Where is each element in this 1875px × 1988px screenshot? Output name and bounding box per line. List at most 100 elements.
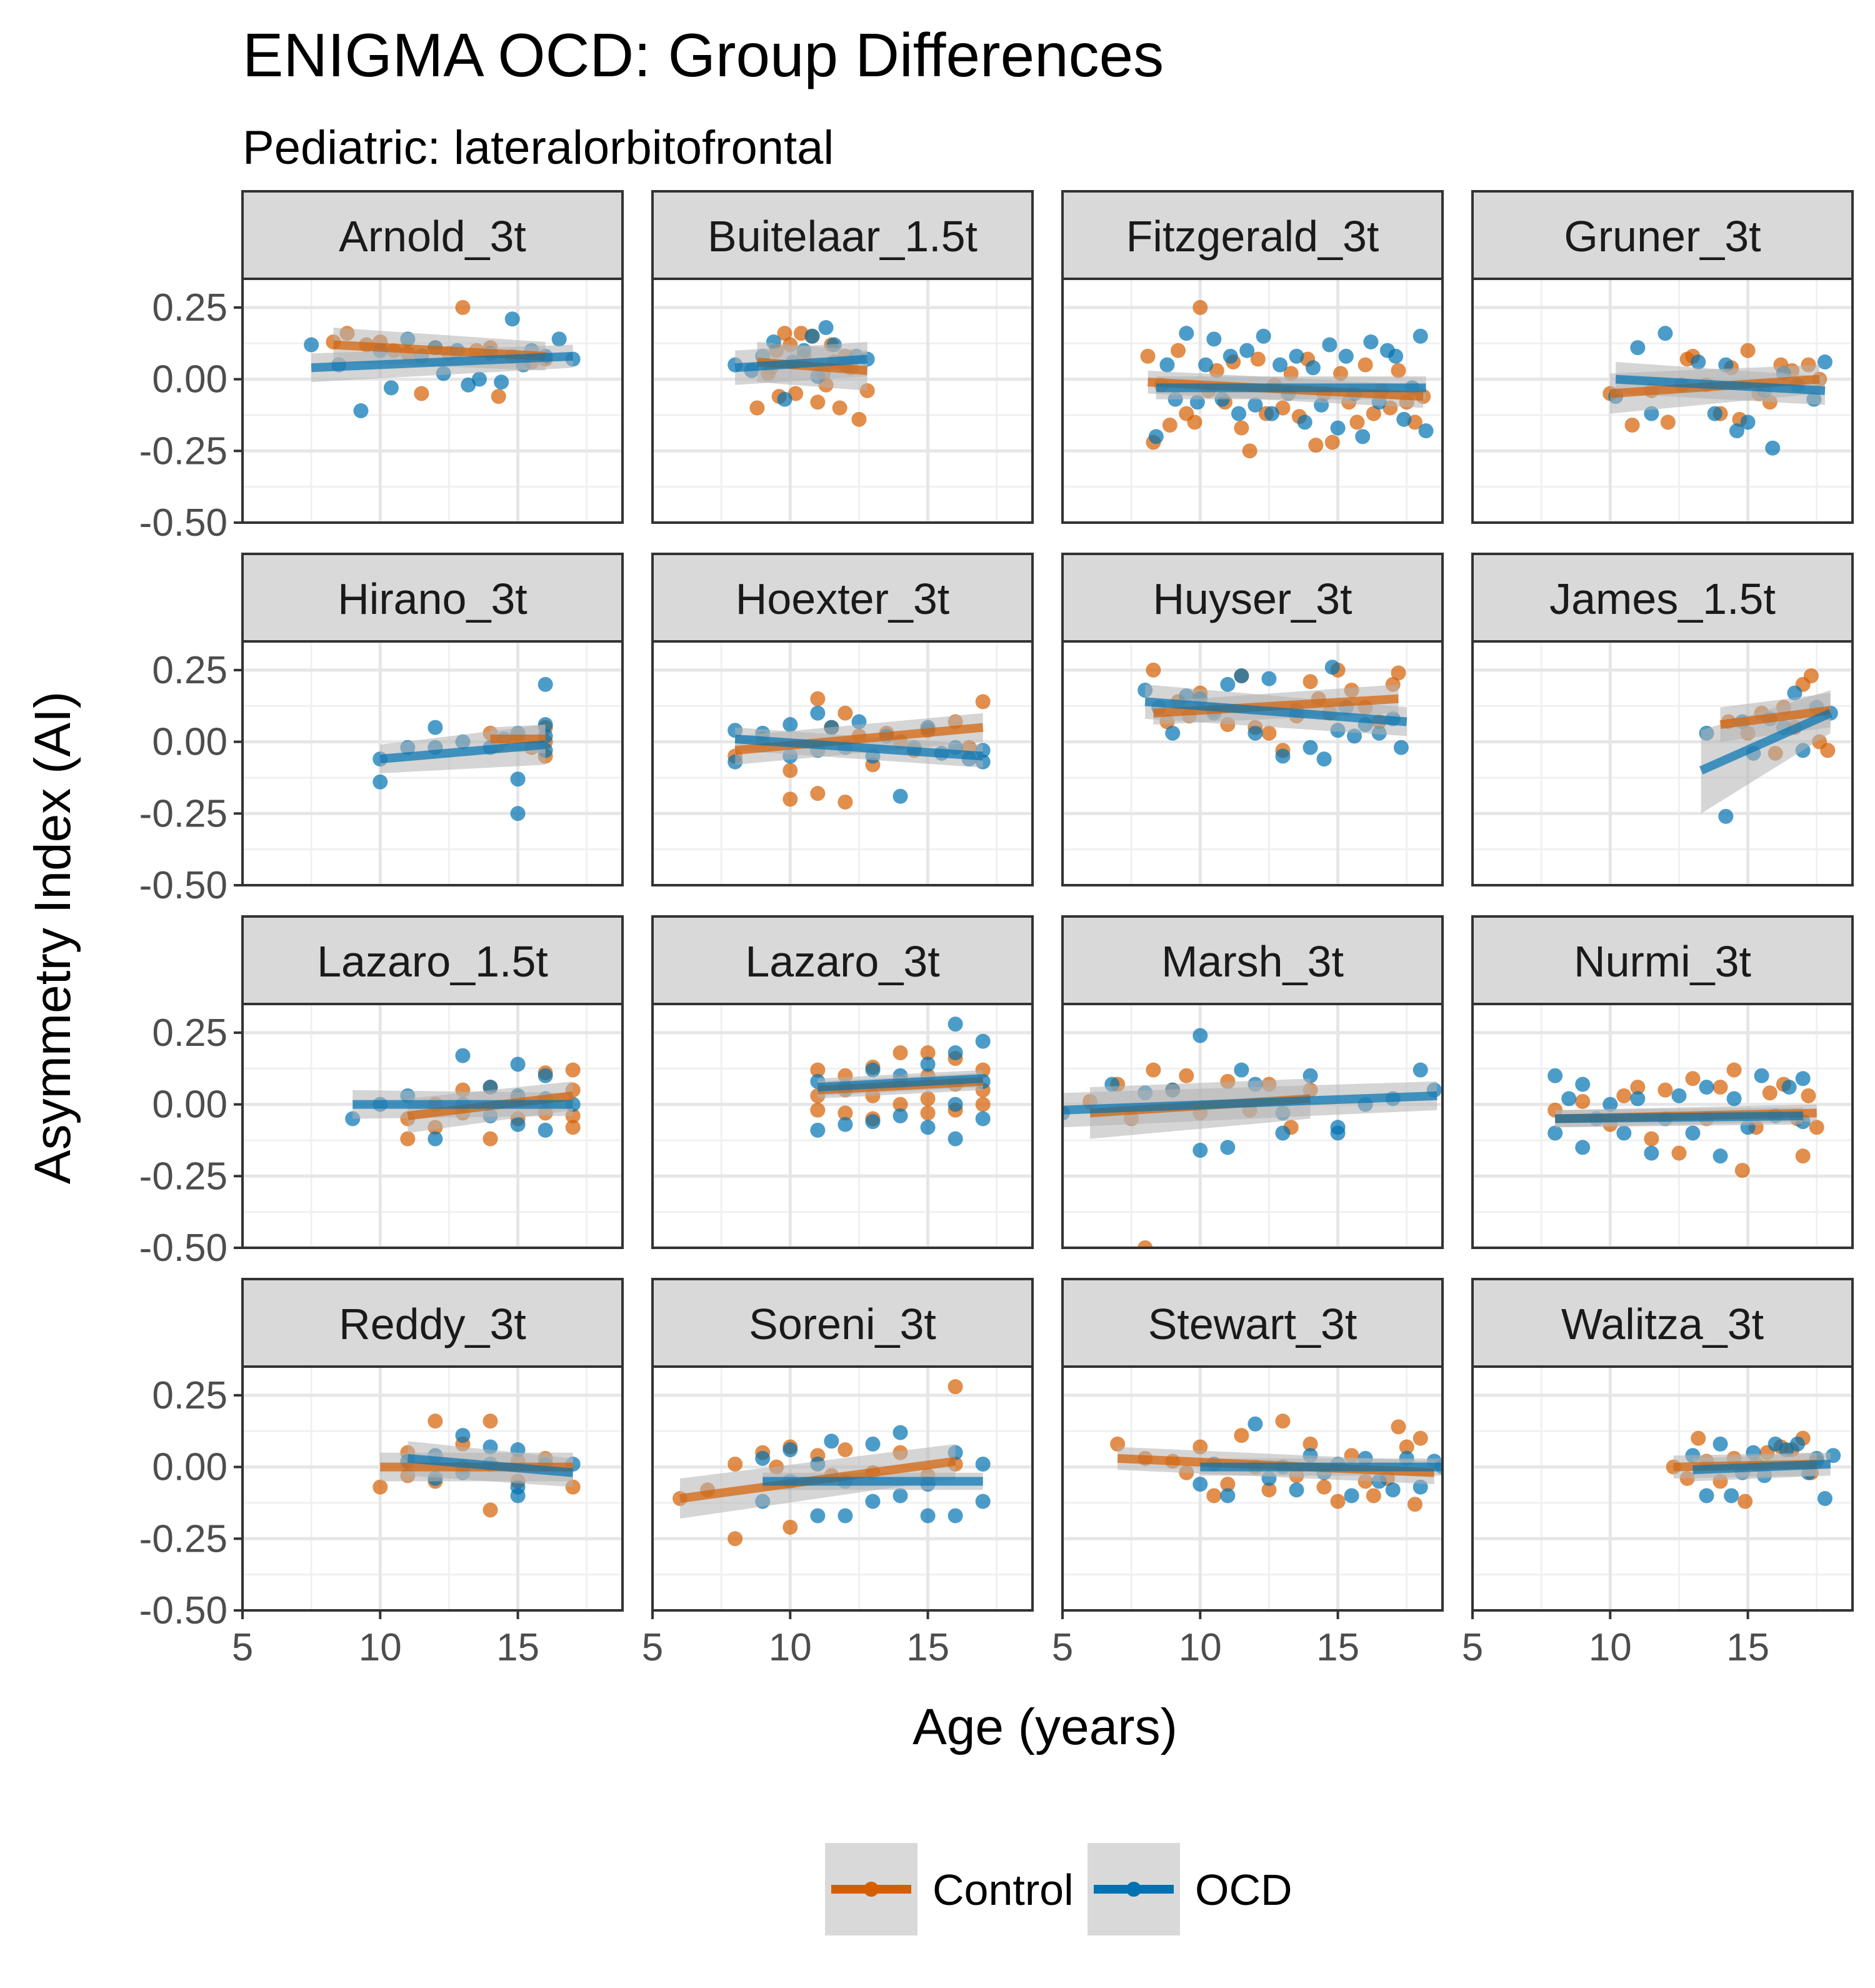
ocd-fit-line: [379, 740, 546, 764]
control-point: [1349, 414, 1365, 430]
y-tick-label: -0.25: [139, 1517, 228, 1560]
chart-title: ENIGMA OCD: Group Differences: [242, 21, 1164, 89]
x-tick-label: 10: [769, 1626, 812, 1669]
control-point: [1140, 348, 1156, 364]
strip-label: Marsh_3t: [1161, 937, 1344, 986]
control-point: [1366, 406, 1381, 421]
control-point: [1762, 1085, 1778, 1101]
strip-Arnold_3t: [241, 190, 624, 280]
ocd-point: [892, 788, 908, 804]
control-point: [1412, 1430, 1428, 1446]
facet-Nurmi_3t: Nurmi_3t: [1471, 915, 1854, 1249]
control-point: [1192, 299, 1208, 315]
legend-label: OCD: [1195, 1865, 1292, 1914]
panel-content: [1472, 1367, 1852, 1610]
panel-content: [652, 641, 1032, 885]
y-tick-label: 0.25: [152, 1374, 228, 1417]
ocd-point: [510, 806, 526, 821]
y-tick-label: -0.50: [139, 1227, 228, 1270]
ocd-point: [455, 1048, 471, 1063]
ocd-fit-line: [1144, 697, 1408, 726]
ocd-point: [777, 391, 792, 407]
control-point: [810, 786, 826, 801]
ocd-fit-line: [311, 351, 574, 373]
y-tick-label: 0.25: [152, 286, 228, 329]
ocd-point: [1159, 357, 1175, 373]
panel-border: [1061, 278, 1444, 524]
y-tick-label: -0.50: [139, 864, 228, 907]
control-point: [491, 389, 506, 404]
control-point: [482, 1502, 498, 1518]
ocd-point: [1289, 1482, 1304, 1498]
panel-content: [652, 1367, 1032, 1610]
strip-Stewart_3t: [1061, 1278, 1444, 1368]
ocd-fit-line: [817, 1074, 984, 1092]
ocd-point: [892, 1488, 908, 1504]
ocd-point: [1330, 420, 1346, 436]
facet-Lazaro_1.5t: Lazaro_1.5t 0.25 0.00 -0.25 -0.50: [139, 915, 624, 1270]
ocd-point: [1324, 660, 1340, 675]
ocd-point: [920, 1508, 936, 1524]
y-tick-label: -0.25: [139, 1155, 228, 1198]
ocd-point: [1192, 1143, 1208, 1158]
ocd-point: [975, 1494, 991, 1509]
control-point: [565, 1062, 581, 1078]
ocd-point: [1248, 397, 1263, 413]
ocd-point: [948, 1097, 963, 1112]
y-tick-label: -0.25: [139, 429, 228, 473]
strip-label: Huyser_3t: [1152, 575, 1352, 623]
legend-key-point: [1126, 1882, 1141, 1897]
strip-Reddy_3t: [241, 1278, 624, 1368]
control-point: [1358, 357, 1373, 373]
y-axis-title: Asymmetry Index (AI): [24, 691, 81, 1184]
ocd-point: [1718, 808, 1734, 824]
ocd-point: [538, 1068, 553, 1083]
ocd-point: [892, 1425, 908, 1440]
ocd-point: [1671, 1088, 1687, 1103]
ocd-point: [383, 380, 399, 396]
ocd-point: [510, 1057, 526, 1072]
panel-content: [242, 279, 622, 523]
ocd-point: [1355, 429, 1371, 444]
ocd-point: [538, 1122, 553, 1138]
panel-content: [242, 1004, 622, 1248]
control-point: [838, 705, 853, 721]
panel-content: [1472, 641, 1852, 885]
strip-label: Gruner_3t: [1564, 212, 1761, 261]
facet-Hoexter_3t: Hoexter_3t: [651, 553, 1034, 886]
x-tick-label: 10: [1589, 1626, 1632, 1669]
strip-Marsh_3t: [1061, 915, 1444, 1005]
strip-label: Lazaro_3t: [745, 937, 939, 986]
ocd-point: [1789, 1436, 1805, 1452]
x-tick-label: 10: [359, 1626, 402, 1669]
ocd-point: [1220, 1140, 1236, 1155]
ocd-point: [1724, 1488, 1739, 1504]
ocd-point: [1297, 414, 1312, 430]
control-point: [777, 326, 792, 341]
control-point: [1795, 1148, 1811, 1164]
ocd-point: [1234, 668, 1249, 684]
ocd-point: [304, 337, 319, 353]
ocd-point: [1699, 1488, 1714, 1504]
panel-background: [1472, 641, 1852, 885]
ocd-point: [1795, 1071, 1811, 1087]
control-point: [1399, 1439, 1414, 1455]
ocd-point: [428, 1131, 443, 1147]
control-point: [920, 1091, 936, 1107]
strip-label: Arnold_3t: [339, 212, 526, 261]
control-point: [1734, 1163, 1750, 1178]
control-point: [1302, 1436, 1318, 1452]
ocd-point: [1575, 1140, 1591, 1155]
control-point: [1630, 1080, 1646, 1095]
ocd-point: [1630, 340, 1646, 356]
panel-background: [1062, 641, 1442, 885]
control-point: [810, 1102, 826, 1118]
ocd-point: [1548, 1125, 1563, 1141]
ocd-point: [1707, 406, 1722, 421]
ocd-point: [948, 1508, 963, 1524]
ocd-point: [1302, 740, 1318, 755]
ocd-point: [865, 1114, 881, 1130]
ocd-point: [782, 1442, 798, 1458]
panel-content: [242, 641, 622, 885]
control-point: [1726, 1062, 1742, 1078]
